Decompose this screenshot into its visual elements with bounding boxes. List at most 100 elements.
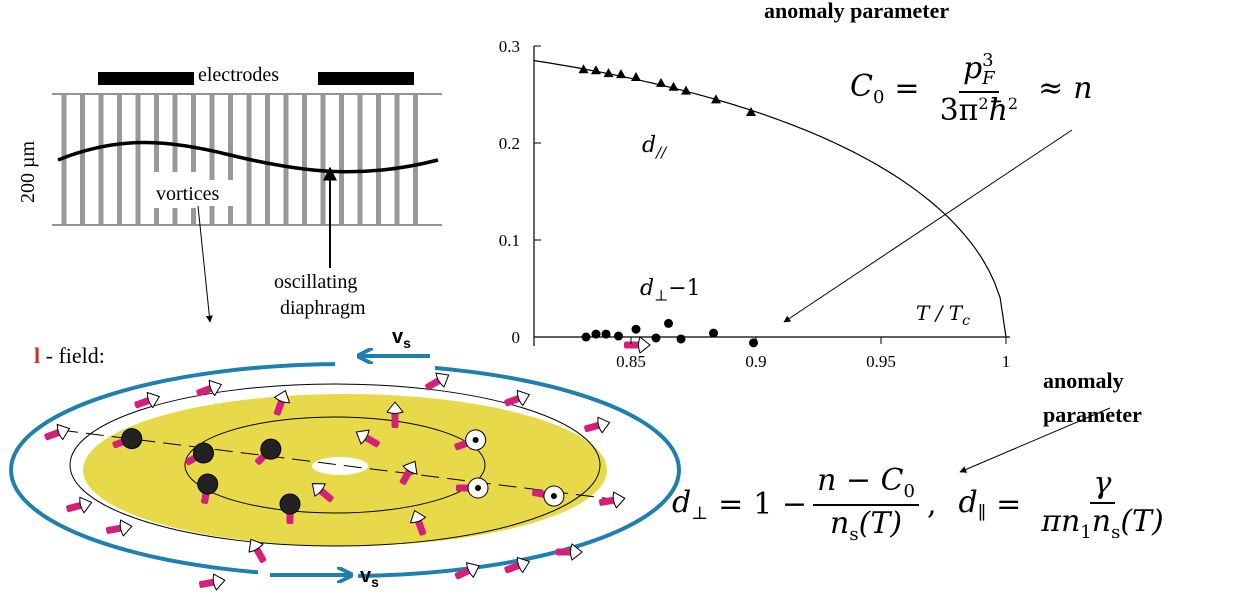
- c0-lhs: C0: [850, 71, 884, 107]
- vortex-line: [117, 95, 122, 224]
- perp-den-arg: (T): [858, 506, 903, 541]
- l-vectors: [44, 336, 651, 591]
- l-vector-stem: [399, 468, 413, 485]
- perp-fraction: n − C0 ns(T): [813, 466, 919, 544]
- curve-label-perp: d⊥−1: [640, 278, 701, 303]
- c0-den-sup2: 2: [1007, 94, 1019, 113]
- data-point-triangle: [711, 94, 721, 104]
- vs-symbol-top: v: [392, 326, 404, 348]
- diaphragm-label-line1: oscillating: [274, 271, 358, 293]
- l-vector-icon: [255, 438, 282, 465]
- x-tick-label: 0.95: [866, 352, 896, 371]
- par-den-sub1: 1: [1080, 521, 1092, 543]
- l-vector-icon: [409, 509, 427, 536]
- l-vector-stem: [598, 496, 616, 506]
- par-denominator: πn1ns(T): [1037, 504, 1168, 542]
- vortex-line: [283, 95, 289, 224]
- curve-label-perp-d: d: [640, 276, 655, 301]
- data-point-circle: [581, 332, 591, 342]
- l-vector-stem: [584, 422, 601, 433]
- l-vector-icon: [399, 460, 418, 485]
- eye-pupil-icon: [475, 485, 481, 491]
- x-tick-label: 1: [1002, 352, 1011, 371]
- cone-icon: [212, 573, 226, 591]
- vortex-line: [265, 95, 270, 224]
- data-point-circle: [676, 334, 686, 344]
- vortex-line: [339, 95, 344, 224]
- l-vector-icon: [531, 485, 565, 507]
- electrode-right: [318, 72, 414, 85]
- y-tick-label: 0.1: [499, 231, 520, 250]
- series-d-parallel: [578, 64, 756, 116]
- anomaly-label-line1: anomaly: [1043, 368, 1124, 393]
- l-vector-stem: [454, 567, 471, 580]
- par-den-pin: πn: [1041, 503, 1081, 539]
- l-vector-stem: [624, 341, 640, 349]
- l-field-symbol: l: [34, 343, 41, 368]
- vortex-line: [302, 95, 307, 224]
- data-point-circle: [614, 331, 623, 341]
- data-point-triangle: [578, 64, 589, 74]
- data-point-circle: [651, 333, 661, 343]
- vortex-gap: [172, 172, 178, 180]
- cone-icon: [146, 391, 161, 409]
- l-vector-icon: [454, 562, 480, 580]
- inner-ring: [184, 416, 486, 514]
- vortex-line: [80, 95, 85, 224]
- vortex-line: [172, 95, 178, 224]
- data-point-triangle: [746, 106, 756, 116]
- l-vector-icon: [624, 336, 651, 354]
- curve-label-par-sub: //: [656, 143, 667, 162]
- c0-num-sub: F: [982, 68, 995, 89]
- l-vector-icon: [279, 493, 301, 524]
- l-vector-icon: [504, 556, 531, 574]
- cone-icon: [119, 519, 133, 537]
- c0-rhs: n: [1073, 71, 1093, 106]
- x-axis-label-text: T / T: [916, 301, 963, 325]
- c0-eq: =: [894, 71, 920, 106]
- vortices-arrow: [197, 205, 213, 323]
- data-point-circle: [601, 329, 611, 339]
- x-tick-label: 0.9: [745, 352, 766, 371]
- vortex-line: [394, 95, 400, 224]
- vortex-line: [191, 95, 196, 224]
- l-vector-stem: [504, 562, 521, 574]
- c0-den-sup1: 2: [978, 94, 989, 113]
- cone-icon: [273, 389, 291, 404]
- dark-cone-icon: [260, 438, 282, 460]
- c0-approx: ≈: [1038, 71, 1064, 106]
- curve-label-perp-sub: ⊥: [654, 286, 669, 305]
- l-vector-icon: [44, 423, 71, 441]
- cone-icon: [402, 460, 418, 475]
- data-point-triangle: [681, 85, 691, 95]
- cone-icon: [435, 372, 450, 388]
- c0-denominator: 3π2ħ2: [936, 93, 1023, 126]
- diaphragm-label-line2: diaphragm: [280, 297, 366, 319]
- diaphragm-membrane: [57, 140, 439, 174]
- par-lhs-sub: ∥: [977, 502, 987, 524]
- d-formulas: d⊥ = 1 − n − C0 ns(T) , d∥ = γ πn1ns(T): [672, 466, 1174, 544]
- data-point-triangle: [631, 72, 641, 82]
- l-vector-icon: [66, 496, 93, 514]
- l-vector-icon: [198, 573, 226, 591]
- cone-icon: [612, 491, 626, 509]
- l-vector-stem: [363, 434, 380, 448]
- cone-icon: [597, 416, 611, 434]
- dark-cone-icon: [121, 428, 143, 450]
- electrode-left: [98, 72, 194, 85]
- l-field-text: - field:: [40, 343, 105, 368]
- y-tick-label: 0.2: [499, 134, 520, 153]
- vortex-line: [376, 95, 381, 224]
- l-vector-icon: [598, 491, 626, 509]
- vortex-line: [228, 95, 233, 224]
- l-vector-icon: [311, 483, 334, 503]
- data-point-circle: [664, 318, 673, 328]
- l-vector-stem: [504, 395, 521, 407]
- electrodes-label: electrodes: [198, 64, 280, 86]
- dark-cone-icon: [279, 493, 301, 515]
- l-vector-icon: [584, 416, 611, 434]
- c0-arrow: [783, 129, 1073, 323]
- l-vector-stem: [66, 502, 83, 513]
- vortices-label: vortices: [156, 183, 220, 205]
